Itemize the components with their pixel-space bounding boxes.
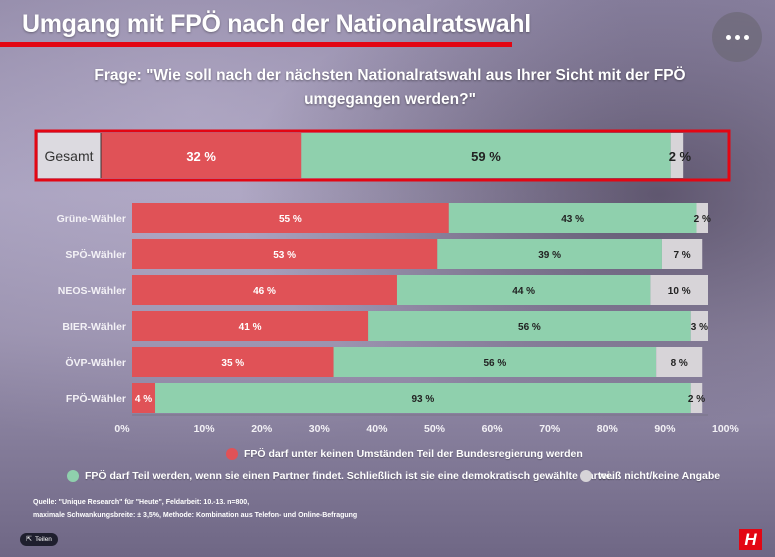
data-label: 32 %: [186, 149, 216, 164]
x-tick-label: 60%: [482, 423, 504, 435]
bar-segment: [690, 383, 703, 413]
source-line-1: Quelle: "Unique Research" für "Heute", F…: [33, 499, 250, 506]
data-label: 41 %: [239, 322, 262, 333]
data-label: 2 %: [694, 214, 711, 225]
data-label: 2 %: [688, 394, 705, 405]
data-label: 59 %: [471, 149, 501, 164]
legend-swatch-grey: [580, 470, 592, 482]
x-tick-label: 80%: [597, 423, 619, 435]
dot-icon: [734, 34, 740, 40]
data-label: 93 %: [411, 394, 434, 405]
legend-item-green: FPÖ darf Teil werden, wenn sie einen Par…: [67, 470, 613, 482]
bar-segment: [670, 133, 684, 178]
bar-segment: [650, 275, 708, 305]
x-tick-label: 50%: [424, 423, 446, 435]
title-underline: [0, 42, 512, 47]
bar-segment: [448, 203, 697, 233]
bar-segment: [690, 311, 708, 341]
dot-icon: [725, 34, 731, 40]
data-label: 8 %: [671, 358, 688, 369]
legend-label-red: FPÖ darf unter keinen Umständen Teil der…: [244, 448, 583, 460]
x-tick-label: 30%: [309, 423, 331, 435]
source-line-2: maximale Schwankungsbreite: ± 3,5%, Meth…: [33, 512, 358, 519]
bar-segment: [132, 311, 369, 341]
page-title: Umgang mit FPÖ nach der Nationalratswahl: [22, 10, 531, 38]
category-label: SPÖ-Wähler: [65, 248, 126, 261]
bar-segment: [696, 203, 708, 233]
legend-item-grey: weiß nicht/keine Angabe: [580, 470, 720, 482]
bar-segment: [656, 347, 703, 377]
dot-icon: [743, 34, 749, 40]
bar-segment: [301, 133, 671, 178]
category-label: Grüne-Wähler: [57, 213, 126, 225]
bar-segment: [132, 275, 397, 305]
highlight-frame: [34, 129, 731, 182]
data-label: 2 %: [669, 149, 692, 164]
bar-segment: [132, 203, 449, 233]
data-label: 39 %: [538, 250, 561, 261]
category-label: FPÖ-Wähler: [66, 392, 126, 405]
legend-item-red: FPÖ darf unter keinen Umständen Teil der…: [226, 448, 583, 460]
data-label: 7 %: [673, 250, 690, 261]
x-tick-label: 10%: [194, 423, 216, 435]
data-label: 35 %: [221, 358, 244, 369]
bar-segment: [155, 383, 691, 413]
bar-segment: [132, 383, 156, 413]
legend-label-grey: weiß nicht/keine Angabe: [598, 470, 721, 482]
category-label: Gesamt: [44, 148, 93, 164]
bar-segment: [101, 133, 302, 178]
category-label: NEOS-Wähler: [58, 285, 126, 297]
x-tick-label: 100%: [712, 423, 740, 435]
bar-segment: [132, 239, 438, 269]
more-menu-button[interactable]: [712, 12, 762, 62]
data-label: 53 %: [273, 250, 296, 261]
category-label: BIER-Wähler: [62, 321, 126, 333]
bar-segment: [661, 239, 703, 269]
legend-swatch-red: [226, 448, 238, 460]
x-tick-label: 0%: [114, 423, 130, 435]
bar-segment: [132, 347, 334, 377]
legend-label-green: FPÖ darf Teil werden, wenn sie einen Par…: [85, 470, 613, 482]
bar-segment: [368, 311, 691, 341]
share-label: Teilen: [34, 536, 52, 543]
share-icon: ⇱: [26, 536, 32, 543]
bar-segment: [333, 347, 657, 377]
bar-segment: [396, 275, 651, 305]
category-label-box: [38, 133, 101, 178]
data-label: 46 %: [253, 286, 276, 297]
x-tick-label: 70%: [539, 423, 561, 435]
x-tick-label: 20%: [251, 423, 273, 435]
data-label: 55 %: [279, 214, 302, 225]
data-label: 44 %: [512, 286, 535, 297]
data-label: 56 %: [518, 322, 541, 333]
data-label: 3 %: [691, 322, 708, 333]
source-note: Quelle: "Unique Research" für "Heute", F…: [33, 496, 433, 522]
data-label: 43 %: [561, 214, 584, 225]
survey-question: Frage: "Wie soll nach der nächsten Natio…: [94, 67, 686, 108]
category-label: ÖVP-Wähler: [65, 356, 126, 369]
data-label: 10 %: [668, 286, 691, 297]
legend-swatch-green: [67, 470, 79, 482]
data-label: 56 %: [483, 358, 506, 369]
data-label: 4 %: [135, 394, 152, 405]
x-tick-label: 90%: [654, 423, 676, 435]
x-tick-label: 40%: [366, 423, 388, 435]
share-button[interactable]: ⇱ Teilen: [20, 533, 58, 546]
bar-segment: [437, 239, 662, 269]
heute-logo: H: [739, 529, 762, 550]
